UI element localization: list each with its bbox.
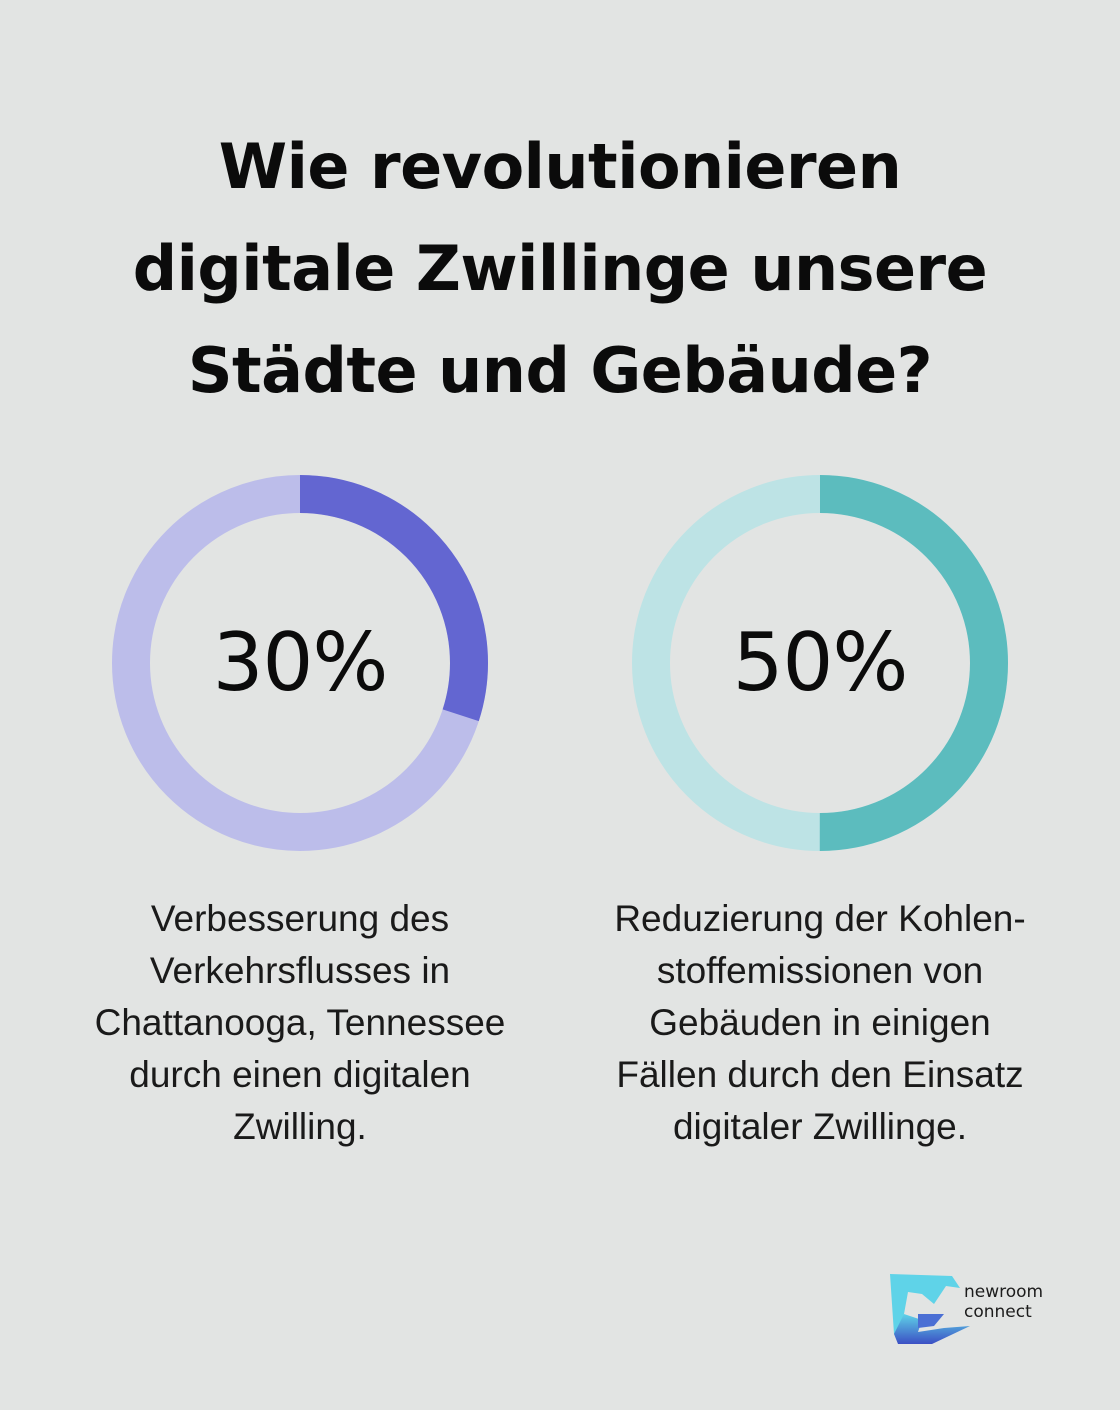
donut-arc xyxy=(632,475,1008,851)
description-line: Zwilling. xyxy=(233,1106,367,1147)
description-line: digitaler Zwillinge. xyxy=(672,1106,968,1147)
description-line: Chattanooga, Tennessee xyxy=(94,1002,506,1043)
description-line: durch einen digitalen xyxy=(129,1054,471,1095)
description-line: stoffemissionen von xyxy=(656,950,984,991)
donut-value-label: 30% xyxy=(212,616,389,709)
donut-arc xyxy=(112,475,488,851)
description-line: Reduzierung der Kohlen- xyxy=(614,898,1026,939)
donut-svg-2 xyxy=(632,475,1008,851)
title-line: digitale Zwillinge unsere xyxy=(132,232,988,305)
donut-svg-1 xyxy=(112,475,488,851)
description-line: Gebäuden in einigen xyxy=(649,1002,991,1043)
logo-text-line: connect xyxy=(964,1302,1032,1322)
title-line: Städte und Gebäude? xyxy=(187,334,933,407)
donut-value-label: 50% xyxy=(732,616,909,709)
stat-description-1: Verbesserung des Verkehrsflusses in Chat… xyxy=(60,893,540,1153)
donut-chart-1: 30% xyxy=(112,475,488,851)
description-line: Verbesserung des xyxy=(150,898,450,939)
description-line: Fällen durch den Einsatz xyxy=(616,1054,1024,1095)
newroom-connect-logo-icon xyxy=(890,1274,970,1344)
description-line: Verkehrsflusses in xyxy=(149,950,451,991)
logo-text-line: newroom xyxy=(964,1282,1044,1302)
stat-description-2: Reduzierung der Kohlen- stoffemissionen … xyxy=(580,893,1060,1153)
page-title: Wie revolutionieren digitale Zwillinge u… xyxy=(60,116,1060,422)
donut-chart-2: 50% xyxy=(632,475,1008,851)
title-line: Wie revolutionieren xyxy=(218,130,902,203)
logo-wordmark: newroom connect xyxy=(964,1282,1043,1322)
brand-logo: newroom connect xyxy=(888,1274,1068,1346)
